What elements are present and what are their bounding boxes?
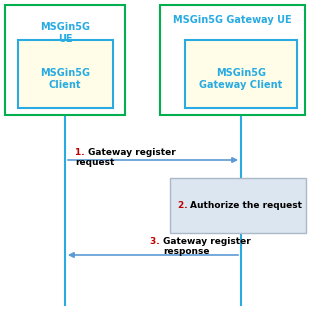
Text: Gateway register: Gateway register	[163, 237, 251, 246]
Text: request: request	[75, 158, 114, 167]
Text: Gateway register: Gateway register	[88, 148, 176, 157]
Text: MSGin5G
UE: MSGin5G UE	[40, 22, 90, 44]
Text: MSGin5G
Gateway Client: MSGin5G Gateway Client	[199, 68, 283, 90]
Text: MSGin5G Gateway UE: MSGin5G Gateway UE	[173, 15, 291, 25]
Text: response: response	[163, 247, 210, 256]
Bar	[160, 5, 305, 115]
Text: MSGin5G
Client: MSGin5G Client	[40, 68, 90, 90]
Bar	[5, 5, 125, 115]
Text: Authorize the request: Authorize the request	[190, 201, 302, 210]
Text: 3.: 3.	[150, 237, 163, 246]
Text: 2.: 2.	[178, 201, 191, 210]
Bar	[18, 40, 113, 108]
Text: 1.: 1.	[75, 148, 88, 157]
Bar	[185, 40, 297, 108]
Bar	[170, 178, 306, 233]
